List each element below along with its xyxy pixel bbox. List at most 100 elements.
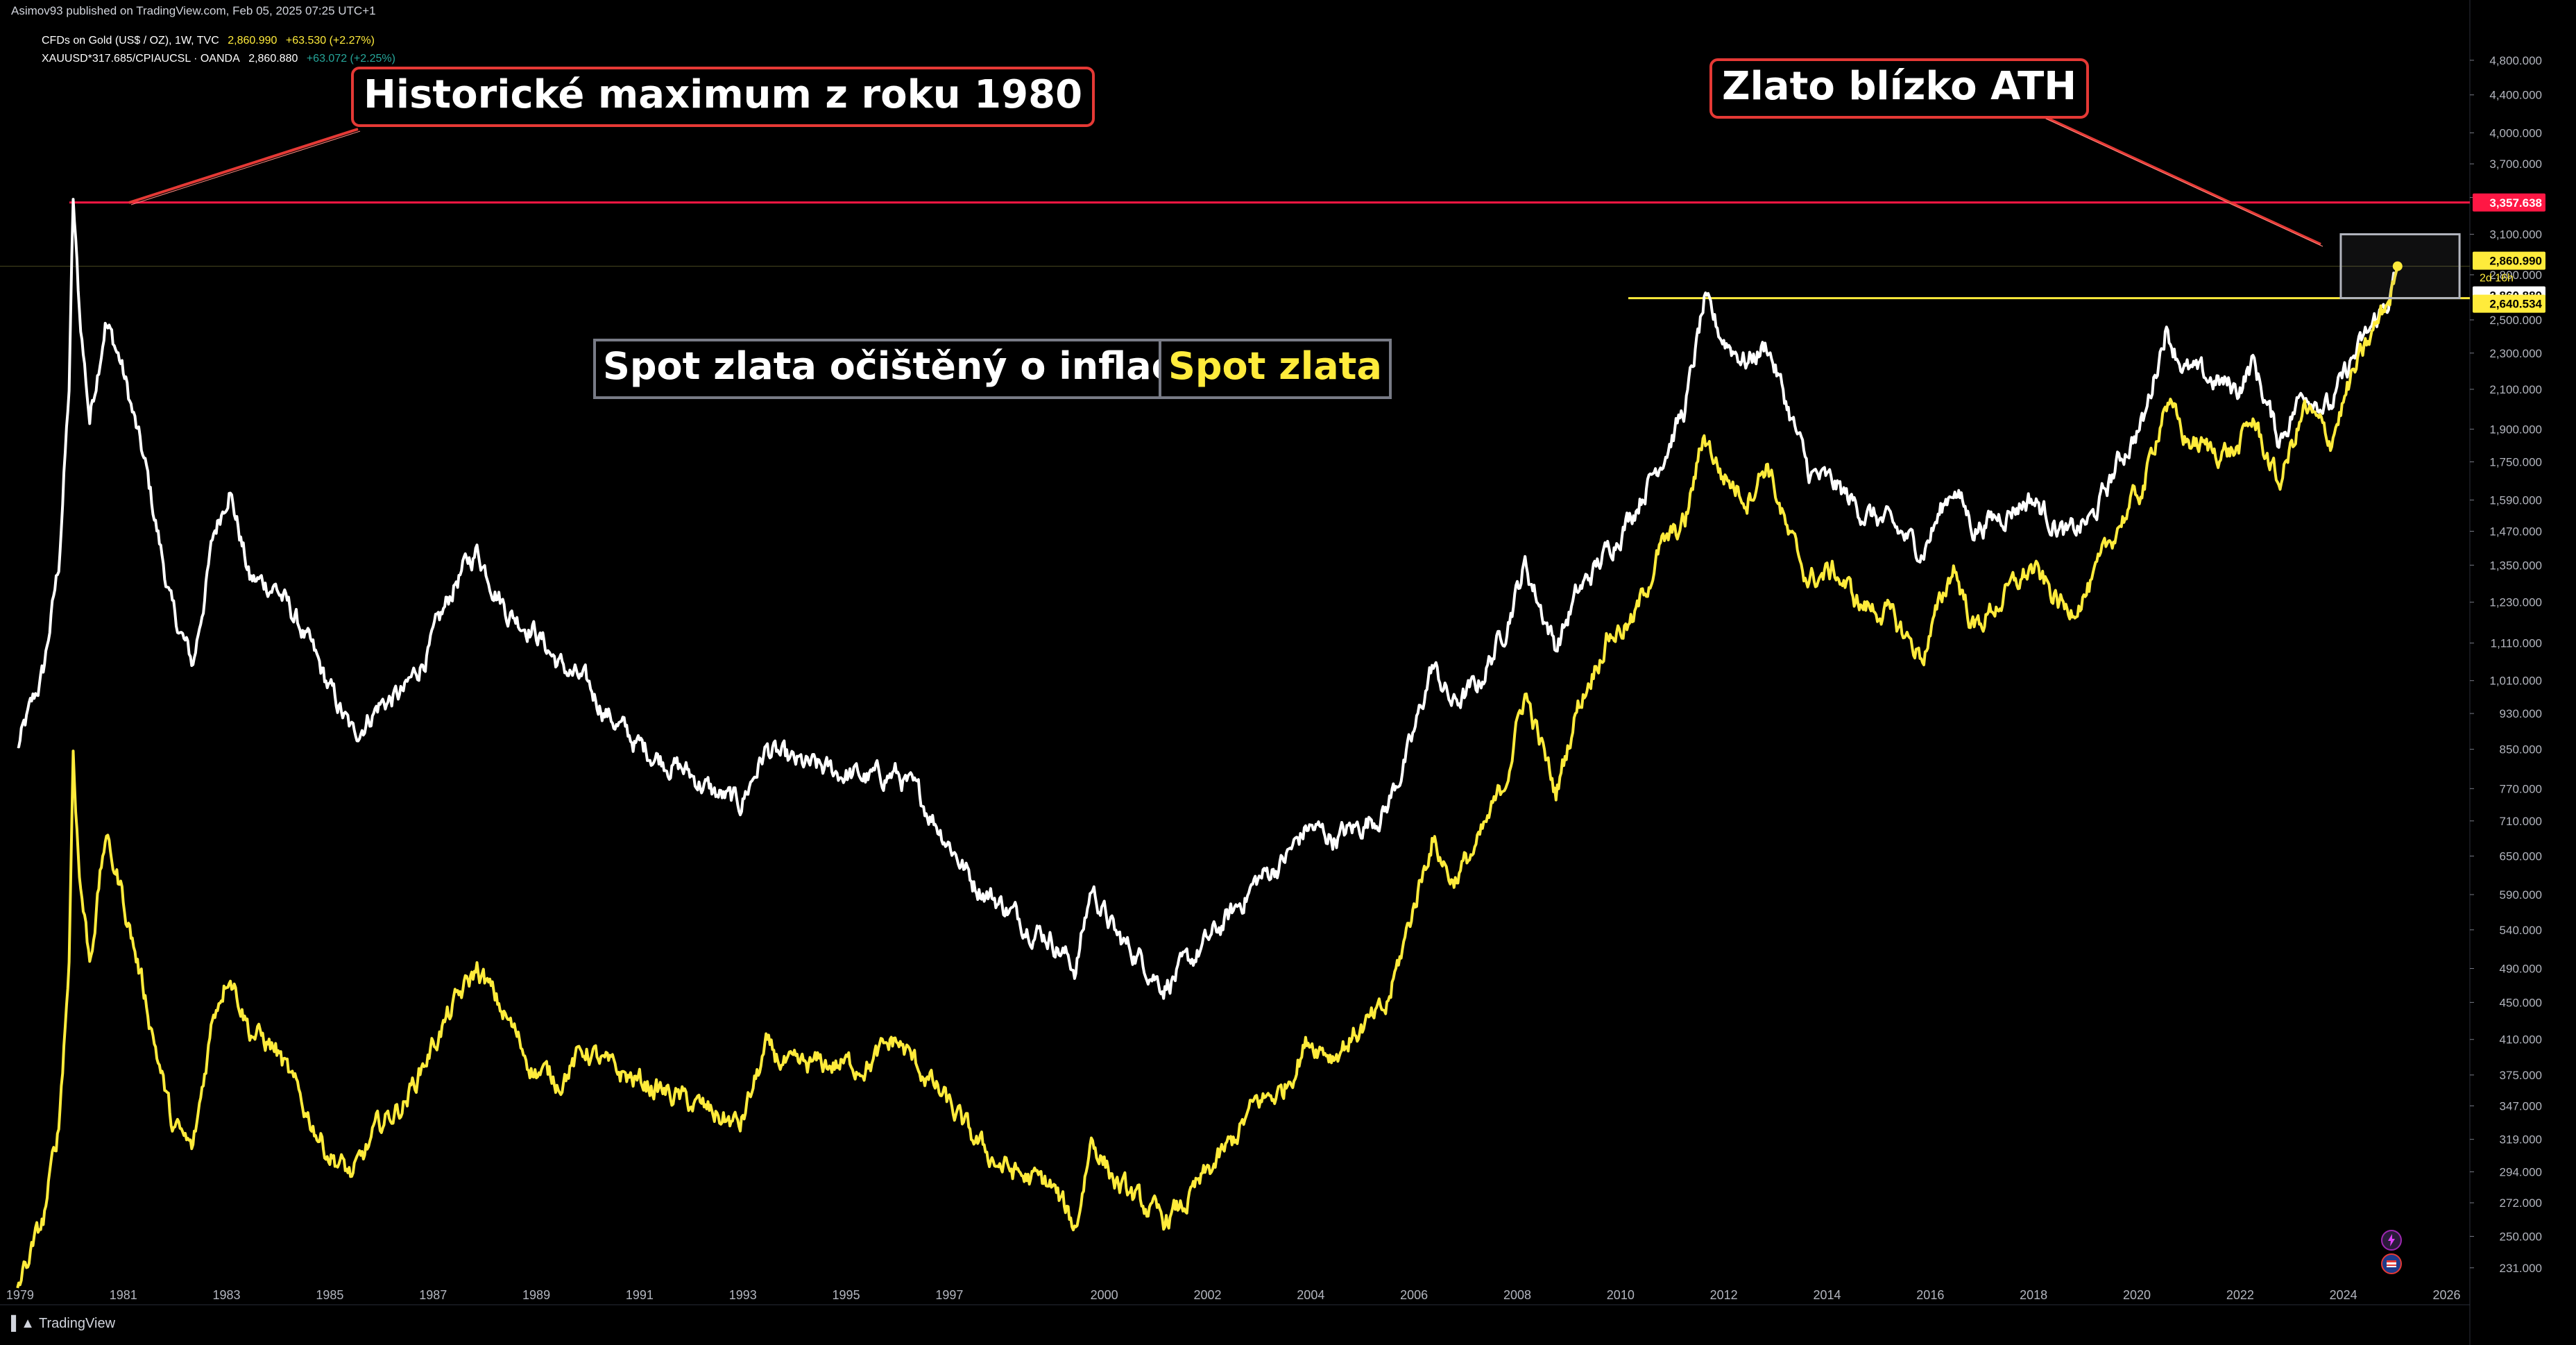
price-label-ath-text: 3,357.638: [2489, 196, 2542, 210]
x-tick-label: 2018: [2020, 1288, 2047, 1302]
connector-near-ath: [2043, 115, 2321, 246]
y-tick-label: 294.000: [2500, 1165, 2542, 1178]
x-tick-label: 2016: [1916, 1288, 1944, 1302]
y-tick-label: 1,110.000: [2491, 637, 2542, 650]
price-label-gold-bg: [2473, 251, 2545, 270]
x-tick-label: 2004: [1297, 1288, 1324, 1302]
x-tick-label: 1981: [110, 1288, 137, 1302]
last-price-dot: [2392, 261, 2403, 271]
x-tick-label: 2012: [1710, 1288, 1738, 1302]
x-tick-label: 1983: [213, 1288, 241, 1302]
price-label-ath: 3,357.638: [2473, 193, 2545, 212]
series-layer: [16, 198, 2399, 1289]
y-tick-label: 3,700.000: [2489, 158, 2542, 171]
connector-ath-1980-shadow: [130, 130, 361, 205]
series-line-real-gold: [17, 198, 2399, 1000]
price-label-gold: 2,860.990: [2473, 251, 2545, 270]
y-tick-label: 590.000: [2500, 888, 2542, 902]
y-tick-label: 2,500.000: [2489, 314, 2542, 327]
y-tick-label: 930.000: [2500, 707, 2542, 720]
legend-symbol-real: XAUUSD*317.685/CPIAUCSL · OANDA: [42, 53, 240, 65]
price-label-prior-high-bg: [2473, 294, 2545, 313]
y-tick-label: 250.000: [2500, 1230, 2542, 1243]
y-tick-label: 490.000: [2500, 963, 2542, 976]
x-tick-label: 2024: [2330, 1288, 2357, 1302]
y-tick-label: 272.000: [2500, 1196, 2542, 1210]
y-tick-label: 4,800.000: [2489, 54, 2542, 67]
y-tick-label: 710.000: [2500, 815, 2542, 828]
legend-box-gold: Spot zlata: [1159, 339, 1392, 399]
brand-label: TradingView: [38, 1316, 116, 1331]
x-tick-label: 1985: [316, 1288, 343, 1302]
x-tick-label: 1991: [626, 1288, 654, 1302]
y-tick-label: 540.000: [2500, 924, 2542, 937]
x-tick-label: 1995: [833, 1288, 860, 1302]
y-tick-label: 410.000: [2500, 1033, 2542, 1047]
legend-change-gold: +63.530 (+2.27%): [285, 35, 375, 46]
legend-price-real: 2,860.880: [248, 53, 298, 65]
series-line-spot-gold: [16, 266, 2399, 1289]
connector-ath-1980: [128, 128, 359, 204]
tradingview-brand[interactable]: ▌▲ TradingView: [11, 1316, 115, 1332]
x-tick-label: 1987: [419, 1288, 447, 1302]
annotation-ath-1980[interactable]: Historické maximum z roku 1980: [351, 67, 1095, 127]
x-tick-label: 1997: [935, 1288, 963, 1302]
x-tick-label: 2010: [1607, 1288, 1635, 1302]
x-tick-label: 1993: [729, 1288, 757, 1302]
y-tick-label: 1,230.000: [2489, 596, 2542, 609]
horizontal-lines: [0, 201, 2470, 300]
x-tick-label: 2008: [1503, 1288, 1531, 1302]
y-tick-label: 1,900.000: [2489, 423, 2542, 436]
y-tick-label: 2,800.000: [2489, 269, 2542, 282]
y-tick-label: 3,100.000: [2489, 228, 2542, 242]
legend-change-real: +63.072 (+2.25%): [306, 53, 395, 65]
y-tick-label: 4,400.000: [2489, 89, 2542, 102]
y-tick-label: 375.000: [2500, 1069, 2542, 1082]
y-tick-label: 319.000: [2500, 1133, 2542, 1147]
y-tick-label: 4,000.000: [2489, 126, 2542, 139]
legend-box-real: Spot zlata očištěný o inflaci: [593, 339, 1197, 399]
legend-row-real[interactable]: XAUUSD*317.685/CPIAUCSL · OANDA 2,860.88…: [42, 53, 401, 65]
y-axis: 4,800.0004,400.0004,000.0003,700.0003,40…: [2470, 54, 2542, 1275]
x-tick-label: 2002: [1193, 1288, 1221, 1302]
legend-price-gold: 2,860.990: [228, 35, 278, 46]
y-tick-label: 231.000: [2500, 1262, 2542, 1275]
publish-info: Asimov93 published on TradingView.com, F…: [11, 4, 376, 17]
x-tick-label: 2020: [2123, 1288, 2151, 1302]
price-label-prior-high: 2,640.534: [2473, 294, 2545, 313]
annotation-connectors: [128, 115, 2323, 247]
x-tick-label: 2000: [1091, 1288, 1118, 1302]
y-tick-label: 2,300.000: [2489, 347, 2542, 360]
x-tick-label: 2014: [1813, 1288, 1841, 1302]
y-tick-label: 1,010.000: [2489, 675, 2542, 688]
price-label-countdown: 2d 16h: [2480, 273, 2514, 285]
y-tick-label: 1,350.000: [2489, 559, 2542, 572]
x-tick-label: 2026: [2432, 1288, 2460, 1302]
price-label-gold-text: 2,860.990: [2489, 255, 2542, 268]
price-label-ath-bg: [2473, 193, 2545, 212]
y-tick-label: 1,470.000: [2489, 525, 2542, 538]
y-tick-label: 2,100.000: [2489, 383, 2542, 396]
x-tick-label: 2006: [1400, 1288, 1428, 1302]
flag-icon[interactable]: [2381, 1253, 2402, 1274]
y-tick-label: 1,750.000: [2489, 455, 2542, 468]
y-tick-label: 450.000: [2500, 996, 2542, 1009]
x-tick-label: 1989: [522, 1288, 550, 1302]
tradingview-logo-icon: ▌▲: [11, 1316, 35, 1331]
lightning-icon[interactable]: [2381, 1230, 2402, 1251]
x-tick-label: 2022: [2226, 1288, 2254, 1302]
y-tick-label: 770.000: [2500, 782, 2542, 795]
price-label-prior-high-text: 2,640.534: [2489, 298, 2542, 311]
legend-row-gold[interactable]: CFDs on Gold (US$ / OZ), 1W, TVC 2,860.9…: [42, 35, 380, 47]
x-tick-label: 1979: [6, 1288, 34, 1302]
annotation-near-ath[interactable]: Zlato blízko ATH: [1709, 58, 2090, 119]
y-tick-label: 1,590.000: [2489, 493, 2542, 507]
grid: [0, 0, 2471, 1345]
markers: [2339, 233, 2461, 300]
y-tick-label: 650.000: [2500, 849, 2542, 863]
connector-near-ath-shadow: [2045, 118, 2323, 247]
y-tick-label: 850.000: [2500, 743, 2542, 756]
legend-symbol-gold: CFDs on Gold (US$ / OZ), 1W, TVC: [42, 35, 219, 46]
